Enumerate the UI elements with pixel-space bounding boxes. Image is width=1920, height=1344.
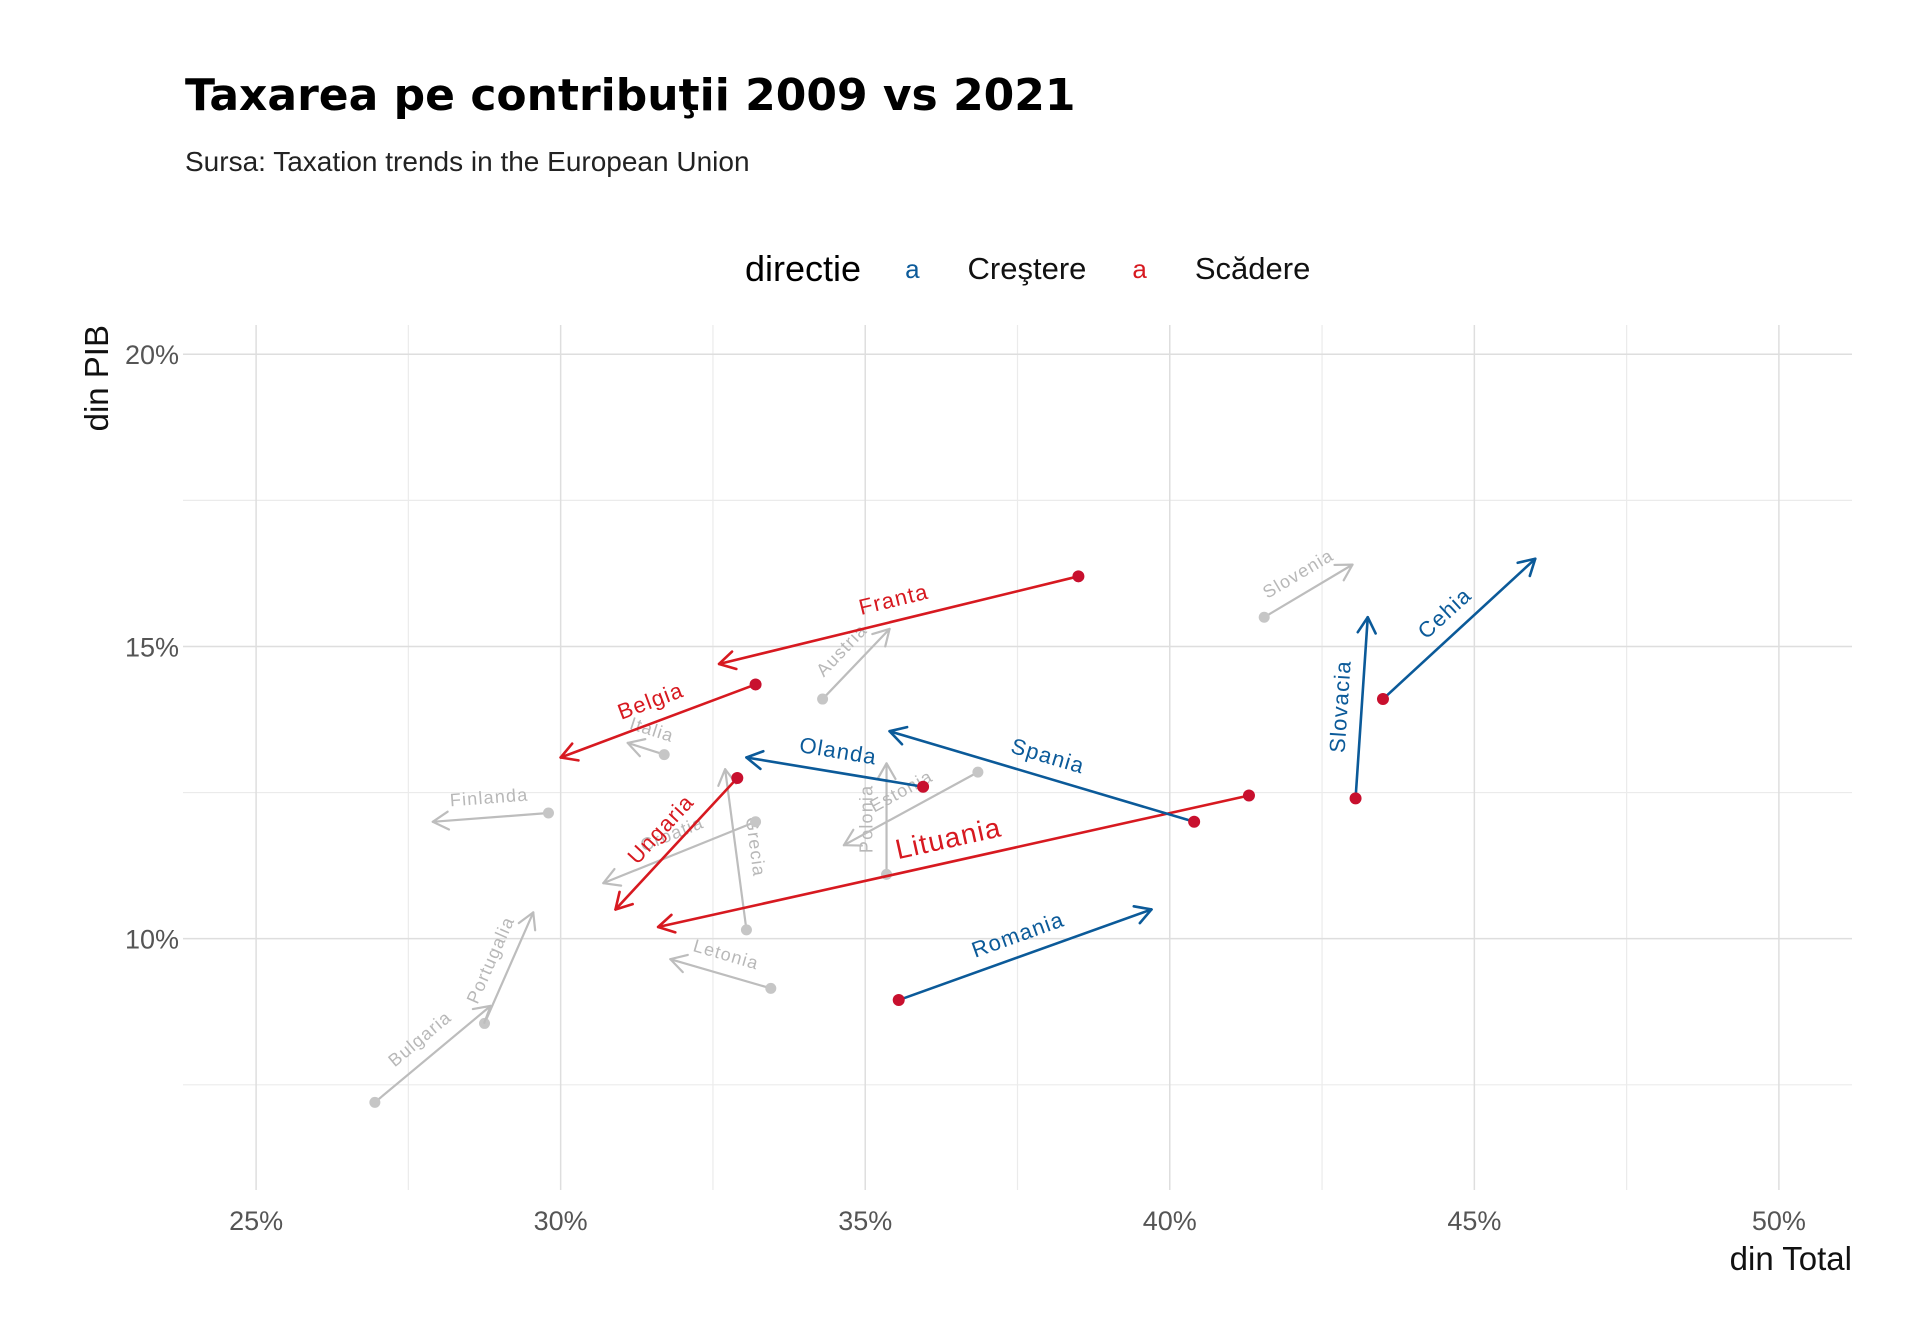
- label-spania: Spania: [1008, 733, 1088, 779]
- point-2009-croatia: [750, 816, 762, 828]
- chart-subtitle: Sursa: Taxation trends in the European U…: [185, 146, 750, 177]
- label-portugalia: Portugalia: [463, 913, 519, 1006]
- chart-title: Taxarea pe contribuţii 2009 vs 2021: [185, 70, 1076, 121]
- arrow-croatia: [602, 820, 757, 885]
- arrow-grecia: [724, 768, 748, 932]
- point-2009-estonia: [972, 766, 984, 778]
- point-2009-franta: [1072, 570, 1085, 583]
- arrow-olanda: [745, 756, 925, 789]
- arrowhead-polonia: [876, 762, 897, 781]
- label-finlanda: Finlanda: [449, 785, 529, 811]
- arrowhead-finlanda: [431, 810, 451, 831]
- x-tick-label: 50%: [1752, 1206, 1806, 1236]
- point-2009-grecia: [740, 924, 752, 936]
- arrowhead-slovacia: [1356, 615, 1377, 635]
- point-2009-romania: [892, 994, 905, 1007]
- arrowhead-estonia: [842, 828, 863, 847]
- arrow-bulgaria: [373, 1004, 492, 1104]
- arrow-lituania: [656, 794, 1251, 929]
- legend-title: directie: [745, 248, 862, 289]
- arrowhead-ungaria: [614, 890, 634, 911]
- point-2009-belgia: [749, 678, 762, 691]
- arrowhead-croatia: [602, 867, 623, 887]
- arrow-franta: [717, 575, 1080, 666]
- arrowhead-lituania: [656, 913, 677, 934]
- arrow-finlanda: [431, 811, 550, 823]
- arrow-belgia: [559, 683, 757, 759]
- arrowhead-bulgaria: [471, 1004, 492, 1024]
- arrow-romania: [897, 908, 1153, 1002]
- arrowhead-franta: [717, 650, 738, 671]
- arrowhead-italia: [626, 738, 647, 758]
- arrow-estonia: [842, 771, 980, 847]
- label-franta: Franta: [856, 579, 931, 620]
- arrow-letonia: [669, 958, 772, 990]
- point-2009-cehia: [1376, 693, 1389, 706]
- point-2009-ungaria: [731, 771, 744, 784]
- point-2009-slovenia: [1258, 611, 1270, 623]
- point-2009-austria: [817, 693, 829, 705]
- arrow-portugalia: [483, 911, 535, 1025]
- x-tick-label: 35%: [838, 1206, 892, 1236]
- legend-label-crestere: Creştere: [967, 251, 1087, 286]
- y-tick-label: 15%: [125, 632, 179, 662]
- arrow-ungaria: [614, 776, 739, 911]
- arrowhead-letonia: [669, 953, 689, 974]
- x-axis-title: din Total: [1730, 1240, 1852, 1277]
- legend-key-scadere: a: [1132, 253, 1147, 284]
- point-2009-spania: [1188, 815, 1201, 828]
- arrowhead-belgia: [559, 742, 580, 762]
- legend: directie a Creştere a Scădere: [745, 244, 1356, 294]
- point-2009-letonia: [765, 982, 777, 994]
- arrow-austria: [821, 627, 891, 701]
- arrow-cehia: [1381, 557, 1537, 701]
- legend-label-scadere: Scădere: [1194, 251, 1311, 286]
- point-2009-olanda: [917, 780, 930, 793]
- label-cehia: Cehia: [1413, 582, 1477, 643]
- label-belgia: Belgia: [614, 677, 687, 724]
- x-tick-label: 25%: [229, 1206, 283, 1236]
- arrowhead-cehia: [1516, 557, 1537, 578]
- x-tick-label: 40%: [1143, 1206, 1197, 1236]
- arrowhead-portugalia: [517, 911, 537, 932]
- arrowhead-romania: [1132, 905, 1153, 925]
- y-axis-title: din PIB: [78, 325, 115, 431]
- arrow-slovacia: [1354, 615, 1370, 800]
- point-2009-italia: [658, 749, 670, 761]
- arrowhead-austria: [871, 627, 891, 648]
- arrow-italia: [626, 741, 666, 756]
- arrowhead-spania: [888, 725, 909, 746]
- point-2009-finlanda: [542, 807, 554, 819]
- arrow-slovenia: [1263, 563, 1354, 619]
- label-slovenia: Slovenia: [1259, 545, 1337, 602]
- arrow-spania: [888, 729, 1196, 824]
- x-tick-label: 45%: [1447, 1206, 1501, 1236]
- point-2009-bulgaria: [369, 1096, 381, 1108]
- label-bulgaria: Bulgaria: [384, 1007, 455, 1071]
- point-2009-slovacia: [1349, 792, 1362, 805]
- x-tick-label: 30%: [534, 1206, 588, 1236]
- legend-key-crestere: a: [905, 253, 920, 284]
- label-lituania: Lituania: [893, 811, 1005, 865]
- y-tick-label: 10%: [125, 925, 179, 955]
- label-olanda: Olanda: [798, 732, 879, 769]
- y-tick-label: 20%: [125, 340, 179, 370]
- point-2009-lituania: [1242, 789, 1255, 802]
- arrowhead-slovenia: [1333, 563, 1354, 582]
- label-slovacia: Slovacia: [1325, 659, 1356, 753]
- arrowhead-olanda: [745, 749, 765, 771]
